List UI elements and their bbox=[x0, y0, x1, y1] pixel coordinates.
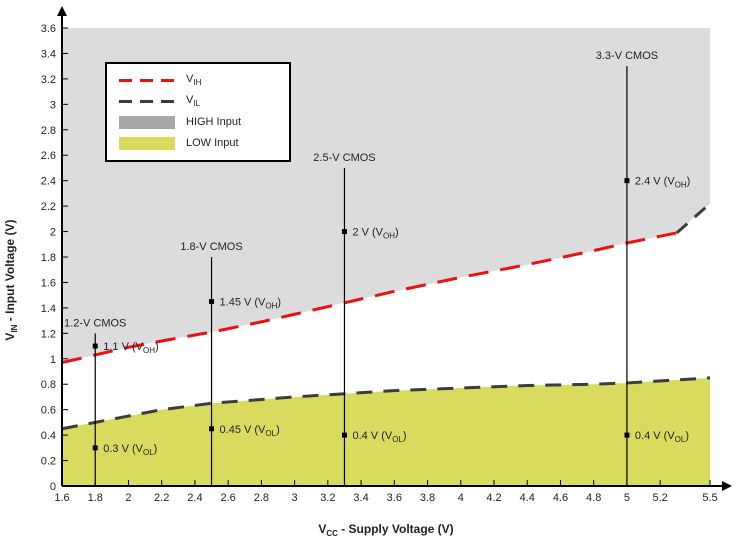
point-marker bbox=[341, 432, 347, 438]
vih-legend-label: VIH bbox=[186, 72, 202, 88]
y-axis-ticks: 0 0.2 0.4 0.6 0.8 1 1.2 1.4 1.6 1.8 2 2.2 2.4 2.6 2.8 3… bbox=[41, 23, 68, 493]
x-tick-label: 5.5 bbox=[702, 492, 717, 504]
point-marker bbox=[624, 432, 630, 438]
low-input-region bbox=[62, 377, 710, 486]
x-tick-label: 4.6 bbox=[553, 492, 568, 504]
x-axis-arrow-icon bbox=[722, 481, 732, 491]
x-tick-label: 2 bbox=[125, 492, 131, 504]
y-tick-label: 0.2 bbox=[41, 456, 56, 468]
y-tick-label: 0.8 bbox=[41, 379, 56, 391]
y-tick-label: 3 bbox=[50, 99, 56, 111]
point-marker bbox=[92, 343, 98, 349]
y-tick-label: 1.6 bbox=[41, 277, 56, 289]
point-value-label: 0.45 V (VOL) bbox=[220, 424, 280, 438]
y-tick-label: 1 bbox=[50, 354, 56, 366]
x-tick-label: 4.4 bbox=[520, 492, 535, 504]
y-tick-label: 0.6 bbox=[41, 405, 56, 417]
legend-item-low-input: LOW Input bbox=[119, 137, 277, 151]
y-tick-label: 0 bbox=[50, 481, 56, 493]
cmos-name-label: 3.3-V CMOS bbox=[596, 50, 658, 62]
point-marker bbox=[341, 229, 347, 235]
x-tick-label: 3 bbox=[292, 492, 298, 504]
legend-item-vih: VIH bbox=[119, 72, 277, 88]
point-value-label: 1.1 V (VOH) bbox=[103, 341, 158, 355]
cmos-name-label: 1.8-V CMOS bbox=[180, 241, 242, 253]
x-axis-ticks: 1.6 1.8 2 2.2 2.4 2.6 2.8 3 3.2 3.4 3.6 3.8 4 4.2 4.4 4… bbox=[54, 480, 718, 504]
y-tick-label: 2.4 bbox=[41, 176, 56, 188]
cmos-name-label: 1.2-V CMOS bbox=[64, 317, 126, 329]
y-tick-label: 1.2 bbox=[41, 328, 56, 340]
vil-line-swatch bbox=[119, 100, 175, 104]
y-tick-label: 1.8 bbox=[41, 252, 56, 264]
y-tick-label: 2.6 bbox=[41, 150, 56, 162]
legend-item-high-input: HIGH Input bbox=[119, 116, 277, 130]
point-marker bbox=[624, 178, 630, 184]
x-tick-label: 4.2 bbox=[486, 492, 501, 504]
y-axis-arrow-icon bbox=[57, 6, 67, 16]
y-axis-title: VIN - Input Voltage (V) bbox=[3, 219, 19, 340]
vih-line bbox=[61, 231, 678, 365]
y-tick-label: 2.8 bbox=[41, 125, 56, 137]
cmos-name-label: 2.5-V CMOS bbox=[313, 152, 375, 164]
y-tick-label: 3.4 bbox=[41, 48, 56, 60]
x-tick-label: 3.2 bbox=[320, 492, 335, 504]
x-tick-label: 4.8 bbox=[586, 492, 601, 504]
vil-line bbox=[61, 376, 711, 431]
vih-upper-extension-line bbox=[675, 202, 711, 234]
y-tick-label: 2 bbox=[50, 227, 56, 239]
x-tick-label: 3.8 bbox=[420, 492, 435, 504]
legend-item-vil: VIL bbox=[119, 95, 277, 108]
x-tick-label: 3.4 bbox=[353, 492, 368, 504]
y-tick-label: 3.6 bbox=[41, 23, 56, 35]
x-tick-label: 2.4 bbox=[187, 492, 202, 504]
x-tick-label: 2.8 bbox=[254, 492, 269, 504]
point-marker bbox=[209, 299, 215, 305]
vil-legend-label: VIL bbox=[186, 94, 201, 109]
x-axis-title: VCC - Supply Voltage (V) bbox=[318, 522, 453, 538]
point-marker bbox=[92, 445, 98, 451]
high-input-legend-label: HIGH Input bbox=[186, 116, 242, 129]
low-input-swatch bbox=[119, 137, 175, 151]
y-tick-label: 3.2 bbox=[41, 74, 56, 86]
x-tick-label: 2.2 bbox=[154, 492, 169, 504]
point-marker bbox=[209, 426, 215, 432]
x-tick-label: 1.6 bbox=[54, 492, 69, 504]
y-tick-label: 2.2 bbox=[41, 201, 56, 213]
x-tick-label: 3.6 bbox=[387, 492, 402, 504]
low-input-legend-label: LOW Input bbox=[186, 137, 239, 150]
x-tick-label: 5 bbox=[624, 492, 630, 504]
axes bbox=[57, 6, 732, 491]
x-tick-label: 5.2 bbox=[653, 492, 668, 504]
vih-line-swatch bbox=[119, 79, 175, 83]
y-tick-label: 0.4 bbox=[41, 430, 56, 442]
legend: VIH VIL HIGH Input LOW Input bbox=[105, 62, 291, 162]
y-tick-label: 1.4 bbox=[41, 303, 56, 315]
x-tick-label: 4 bbox=[458, 492, 464, 504]
high-input-swatch bbox=[119, 116, 175, 130]
x-tick-label: 2.6 bbox=[221, 492, 236, 504]
x-tick-label: 1.8 bbox=[88, 492, 103, 504]
